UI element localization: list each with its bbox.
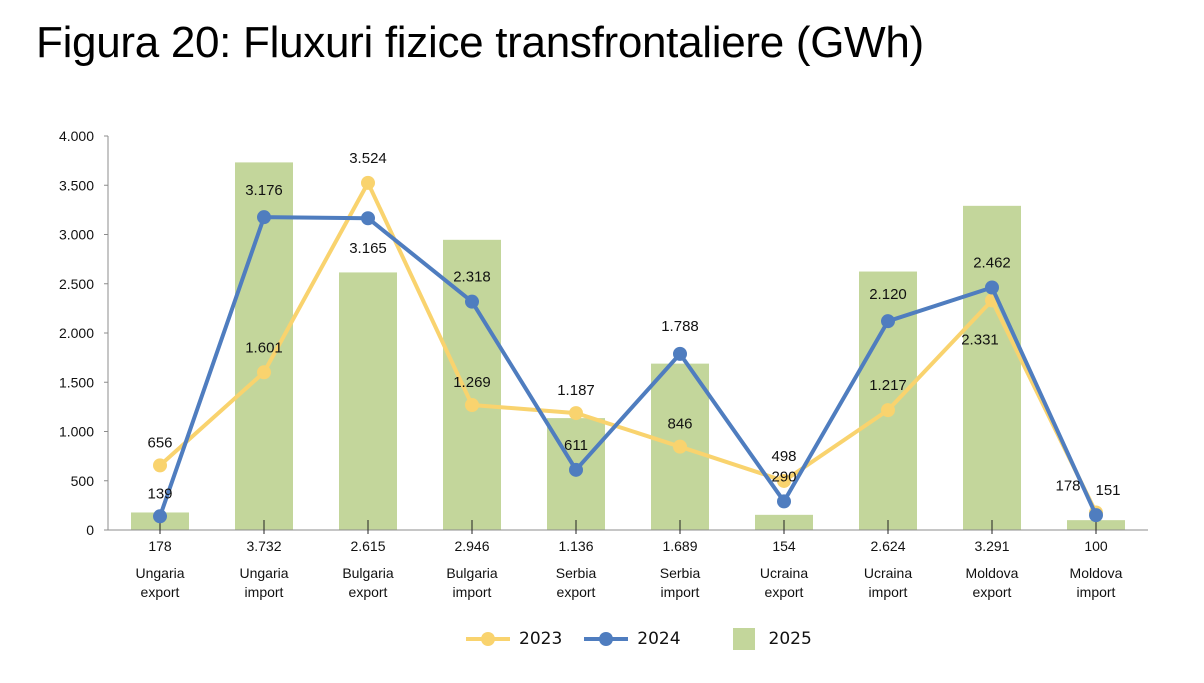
data-label: 290 — [771, 468, 796, 485]
bar-value-label: 2.946 — [454, 538, 489, 554]
data-label: 656 — [147, 434, 172, 451]
data-label: 3.176 — [245, 182, 283, 199]
data-label: 3.524 — [349, 150, 387, 167]
x-category-label: export — [765, 584, 804, 600]
line-2024-marker — [153, 509, 167, 524]
x-category-label: import — [245, 584, 284, 600]
y-tick-label: 2.000 — [59, 325, 94, 341]
bar-2025 — [339, 272, 397, 530]
data-label: 498 — [771, 448, 796, 465]
line-2023 — [158, 180, 1098, 514]
x-category-label: Ungaria — [135, 565, 184, 581]
bar-value-label: 100 — [1084, 538, 1108, 554]
legend-item-2024: 2024 — [584, 629, 681, 649]
line-2024-marker — [361, 211, 375, 226]
x-category-label: Moldova — [966, 565, 1019, 581]
x-category-label: import — [1077, 584, 1116, 600]
line-2024-marker — [465, 294, 479, 309]
data-label: 151 — [1095, 482, 1120, 499]
bar-2025 — [859, 271, 917, 530]
data-label: 1.269 — [453, 374, 491, 391]
data-label: 2.331 — [961, 331, 999, 348]
line-2024-marker — [881, 314, 895, 329]
data-label: 2.462 — [973, 254, 1011, 271]
data-label: 178 — [1055, 477, 1080, 494]
x-category-label: Bulgaria — [446, 565, 498, 581]
data-label: 846 — [667, 416, 692, 433]
x-category-label: export — [349, 584, 388, 600]
x-category-label: Ungaria — [239, 565, 288, 581]
x-category-label: export — [973, 584, 1012, 600]
line-2023-marker — [777, 473, 791, 488]
x-category-label: Serbia — [660, 565, 701, 581]
x-category-label: Ucraina — [760, 565, 808, 581]
data-label: 2.318 — [453, 269, 491, 286]
data-label: 2.120 — [869, 286, 907, 303]
line-2023-marker — [673, 439, 687, 454]
x-category-label: Ucraina — [864, 565, 912, 581]
y-tick-label: 2.500 — [59, 276, 94, 292]
y-tick-label: 1.000 — [59, 424, 94, 440]
legend-label: 2025 — [768, 629, 812, 649]
x-category-label: import — [869, 584, 908, 600]
bar-value-label: 3.732 — [246, 538, 281, 554]
line-2024-marker — [777, 494, 791, 509]
line-2024-marker — [1089, 508, 1103, 523]
legend-item-2023: 2023 — [466, 629, 562, 649]
x-category-label: import — [453, 584, 492, 600]
legend-label: 2023 — [519, 629, 563, 649]
data-label: 1.601 — [245, 339, 283, 356]
line-2024 — [158, 215, 1098, 517]
y-tick-label: 0 — [86, 522, 94, 538]
line-2024-marker — [257, 210, 271, 225]
data-label: 1.187 — [557, 382, 595, 399]
x-category-label: export — [557, 584, 596, 600]
bar-value-label: 154 — [772, 538, 796, 554]
data-label: 1.217 — [869, 377, 907, 394]
line-2023-marker — [257, 365, 271, 380]
bar-value-label: 1.136 — [558, 538, 593, 554]
line-2024-marker — [985, 280, 999, 295]
legend-label: 2024 — [637, 629, 681, 649]
y-tick-label: 500 — [71, 473, 95, 489]
line-2023-marker — [465, 398, 479, 413]
line-2023-marker — [361, 175, 375, 190]
bar-value-label: 3.291 — [974, 538, 1009, 554]
legend-line-marker-icon — [466, 632, 510, 646]
data-label: 3.165 — [349, 240, 387, 257]
y-tick-label: 3.000 — [59, 227, 94, 243]
bar-2025 — [963, 205, 1021, 531]
y-tick-label: 1.500 — [59, 374, 94, 390]
data-label: 1.788 — [661, 318, 699, 335]
data-label: 139 — [147, 485, 172, 502]
bar-value-label: 178 — [148, 538, 172, 554]
line-2023-marker — [881, 403, 895, 418]
x-category-label: export — [141, 584, 180, 600]
x-category-label: Serbia — [556, 565, 597, 581]
x-category-label: Moldova — [1070, 565, 1123, 581]
line-2023-marker — [153, 458, 167, 473]
chart-legend: 2023 2024 2025 — [466, 628, 834, 650]
x-category-label: Bulgaria — [342, 565, 394, 581]
legend-item-2025: 2025 — [703, 628, 812, 650]
chart-title: Figura 20: Fluxuri fizice transfrontalie… — [36, 18, 924, 67]
bar-value-label: 2.624 — [870, 538, 905, 554]
bar-value-label: 2.615 — [350, 538, 385, 554]
line-2023-marker — [569, 406, 583, 421]
line-2024-marker — [569, 462, 583, 477]
bar-value-label: 1.689 — [662, 538, 697, 554]
line-2024-marker — [673, 346, 687, 361]
legend-line-marker-icon — [584, 632, 629, 646]
data-label: 611 — [564, 437, 588, 454]
y-tick-label: 4.000 — [59, 128, 94, 144]
legend-bar-swatch-icon — [732, 628, 755, 650]
y-tick-label: 3.500 — [59, 177, 94, 193]
x-category-label: import — [661, 584, 700, 600]
